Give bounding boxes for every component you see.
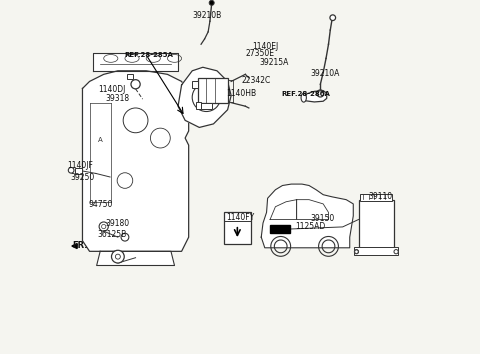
Circle shape (317, 90, 324, 97)
Circle shape (123, 108, 148, 133)
Polygon shape (178, 67, 231, 127)
Bar (198, 78, 228, 103)
Circle shape (354, 250, 359, 254)
Circle shape (131, 80, 140, 89)
Polygon shape (304, 91, 327, 102)
Circle shape (394, 250, 398, 254)
Polygon shape (93, 53, 178, 71)
Text: 39110: 39110 (368, 192, 392, 201)
Polygon shape (96, 251, 175, 266)
Text: 36125B: 36125B (98, 230, 127, 239)
Text: FR.: FR. (72, 241, 87, 250)
Circle shape (150, 128, 170, 148)
Polygon shape (261, 184, 353, 248)
Bar (354, 247, 398, 255)
Text: 39150: 39150 (311, 214, 335, 223)
Bar (127, 74, 133, 79)
Polygon shape (83, 71, 189, 251)
Text: 39210B: 39210B (192, 11, 221, 19)
Bar (201, 103, 212, 109)
Circle shape (209, 0, 214, 5)
Text: 1140EJ: 1140EJ (252, 42, 278, 51)
Circle shape (117, 173, 133, 188)
Text: 22342C: 22342C (242, 76, 271, 85)
Text: 1140FY: 1140FY (227, 213, 255, 222)
Bar (196, 102, 201, 109)
Bar (75, 168, 83, 174)
Text: 39318: 39318 (106, 94, 130, 103)
Circle shape (115, 254, 120, 259)
Bar (224, 212, 251, 244)
Text: REF.28-285A: REF.28-285A (124, 52, 173, 58)
Text: 39250: 39250 (71, 173, 95, 182)
Text: 1125AD: 1125AD (295, 222, 325, 230)
Text: 94750: 94750 (88, 200, 113, 209)
Circle shape (121, 233, 129, 241)
Text: 1140DJ: 1140DJ (98, 85, 126, 94)
Text: 1140HB: 1140HB (226, 88, 256, 97)
Circle shape (68, 167, 74, 173)
Text: A: A (98, 137, 103, 143)
Circle shape (199, 90, 214, 104)
Circle shape (99, 222, 108, 231)
Text: 39210A: 39210A (311, 69, 340, 78)
Polygon shape (270, 225, 289, 233)
Text: 39180: 39180 (106, 219, 130, 228)
Text: REF.28-286A: REF.28-286A (282, 91, 331, 97)
Circle shape (102, 224, 106, 229)
Ellipse shape (301, 93, 306, 102)
Circle shape (192, 83, 220, 112)
Bar (192, 81, 198, 88)
Polygon shape (72, 244, 77, 249)
Bar (359, 200, 394, 248)
Text: 1140JF: 1140JF (67, 161, 93, 170)
Text: 39215A: 39215A (260, 58, 289, 67)
Text: 27350E: 27350E (245, 49, 274, 58)
Circle shape (111, 250, 124, 263)
Circle shape (330, 15, 336, 21)
Bar (360, 194, 392, 201)
Circle shape (355, 250, 358, 253)
